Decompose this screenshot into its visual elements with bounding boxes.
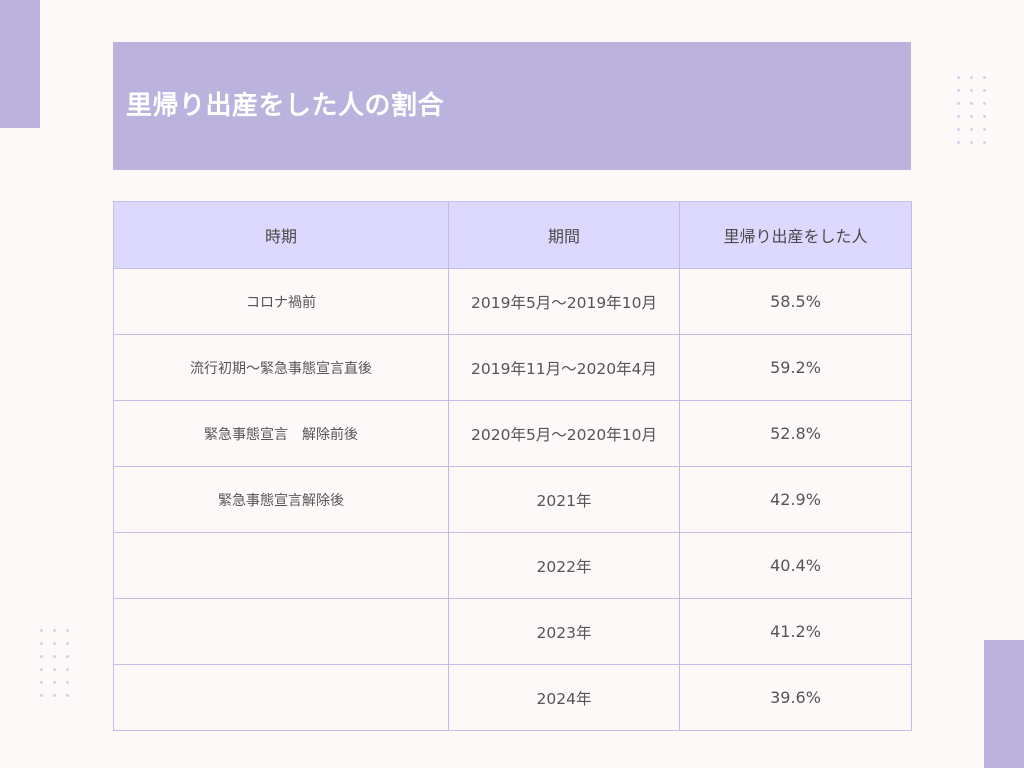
table-row: 緊急事態宣言解除後 2021年 42.9% — [113, 466, 912, 533]
decorative-bar-top-left — [0, 0, 40, 128]
table-row: 2022年 40.4% — [113, 532, 912, 599]
table-row: コロナ禍前 2019年5月〜2019年10月 58.5% — [113, 268, 912, 335]
cell-period-label: 流行初期〜緊急事態宣言直後 — [113, 334, 449, 401]
decorative-bar-bottom-right — [984, 640, 1024, 768]
decorative-dot-grid-bottom-left — [40, 629, 69, 697]
cell-range: 2021年 — [448, 466, 680, 533]
cell-period-label — [113, 664, 449, 731]
cell-period-label: コロナ禍前 — [113, 268, 449, 335]
cell-period-label — [113, 532, 449, 599]
cell-rate: 40.4% — [679, 532, 912, 599]
cell-range: 2019年5月〜2019年10月 — [448, 268, 680, 335]
cell-rate: 41.2% — [679, 598, 912, 665]
cell-range: 2019年11月〜2020年4月 — [448, 334, 680, 401]
cell-range: 2022年 — [448, 532, 680, 599]
cell-period-label — [113, 598, 449, 665]
cell-period-label: 緊急事態宣言解除後 — [113, 466, 449, 533]
table-row: 2024年 39.6% — [113, 664, 912, 731]
cell-range: 2024年 — [448, 664, 680, 731]
table-row: 緊急事態宣言 解除前後 2020年5月〜2020年10月 52.8% — [113, 400, 912, 467]
header-range: 期間 — [448, 201, 680, 269]
cell-rate: 58.5% — [679, 268, 912, 335]
page-title: 里帰り出産をした人の割合 — [126, 91, 445, 121]
cell-rate: 39.6% — [679, 664, 912, 731]
decorative-dot-grid-top-right — [957, 76, 986, 144]
cell-range: 2023年 — [448, 598, 680, 665]
cell-range: 2020年5月〜2020年10月 — [448, 400, 680, 467]
table-row: 2023年 41.2% — [113, 598, 912, 665]
cell-rate: 59.2% — [679, 334, 912, 401]
title-banner: 里帰り出産をした人の割合 — [113, 42, 911, 170]
table-row: 流行初期〜緊急事態宣言直後 2019年11月〜2020年4月 59.2% — [113, 334, 912, 401]
table-header-row: 時期 期間 里帰り出産をした人 — [113, 201, 912, 269]
cell-rate: 42.9% — [679, 466, 912, 533]
cell-period-label: 緊急事態宣言 解除前後 — [113, 400, 449, 467]
cell-rate: 52.8% — [679, 400, 912, 467]
header-rate: 里帰り出産をした人 — [679, 201, 912, 269]
header-period-label: 時期 — [113, 201, 449, 269]
data-table: 時期 期間 里帰り出産をした人 コロナ禍前 2019年5月〜2019年10月 5… — [113, 201, 912, 731]
